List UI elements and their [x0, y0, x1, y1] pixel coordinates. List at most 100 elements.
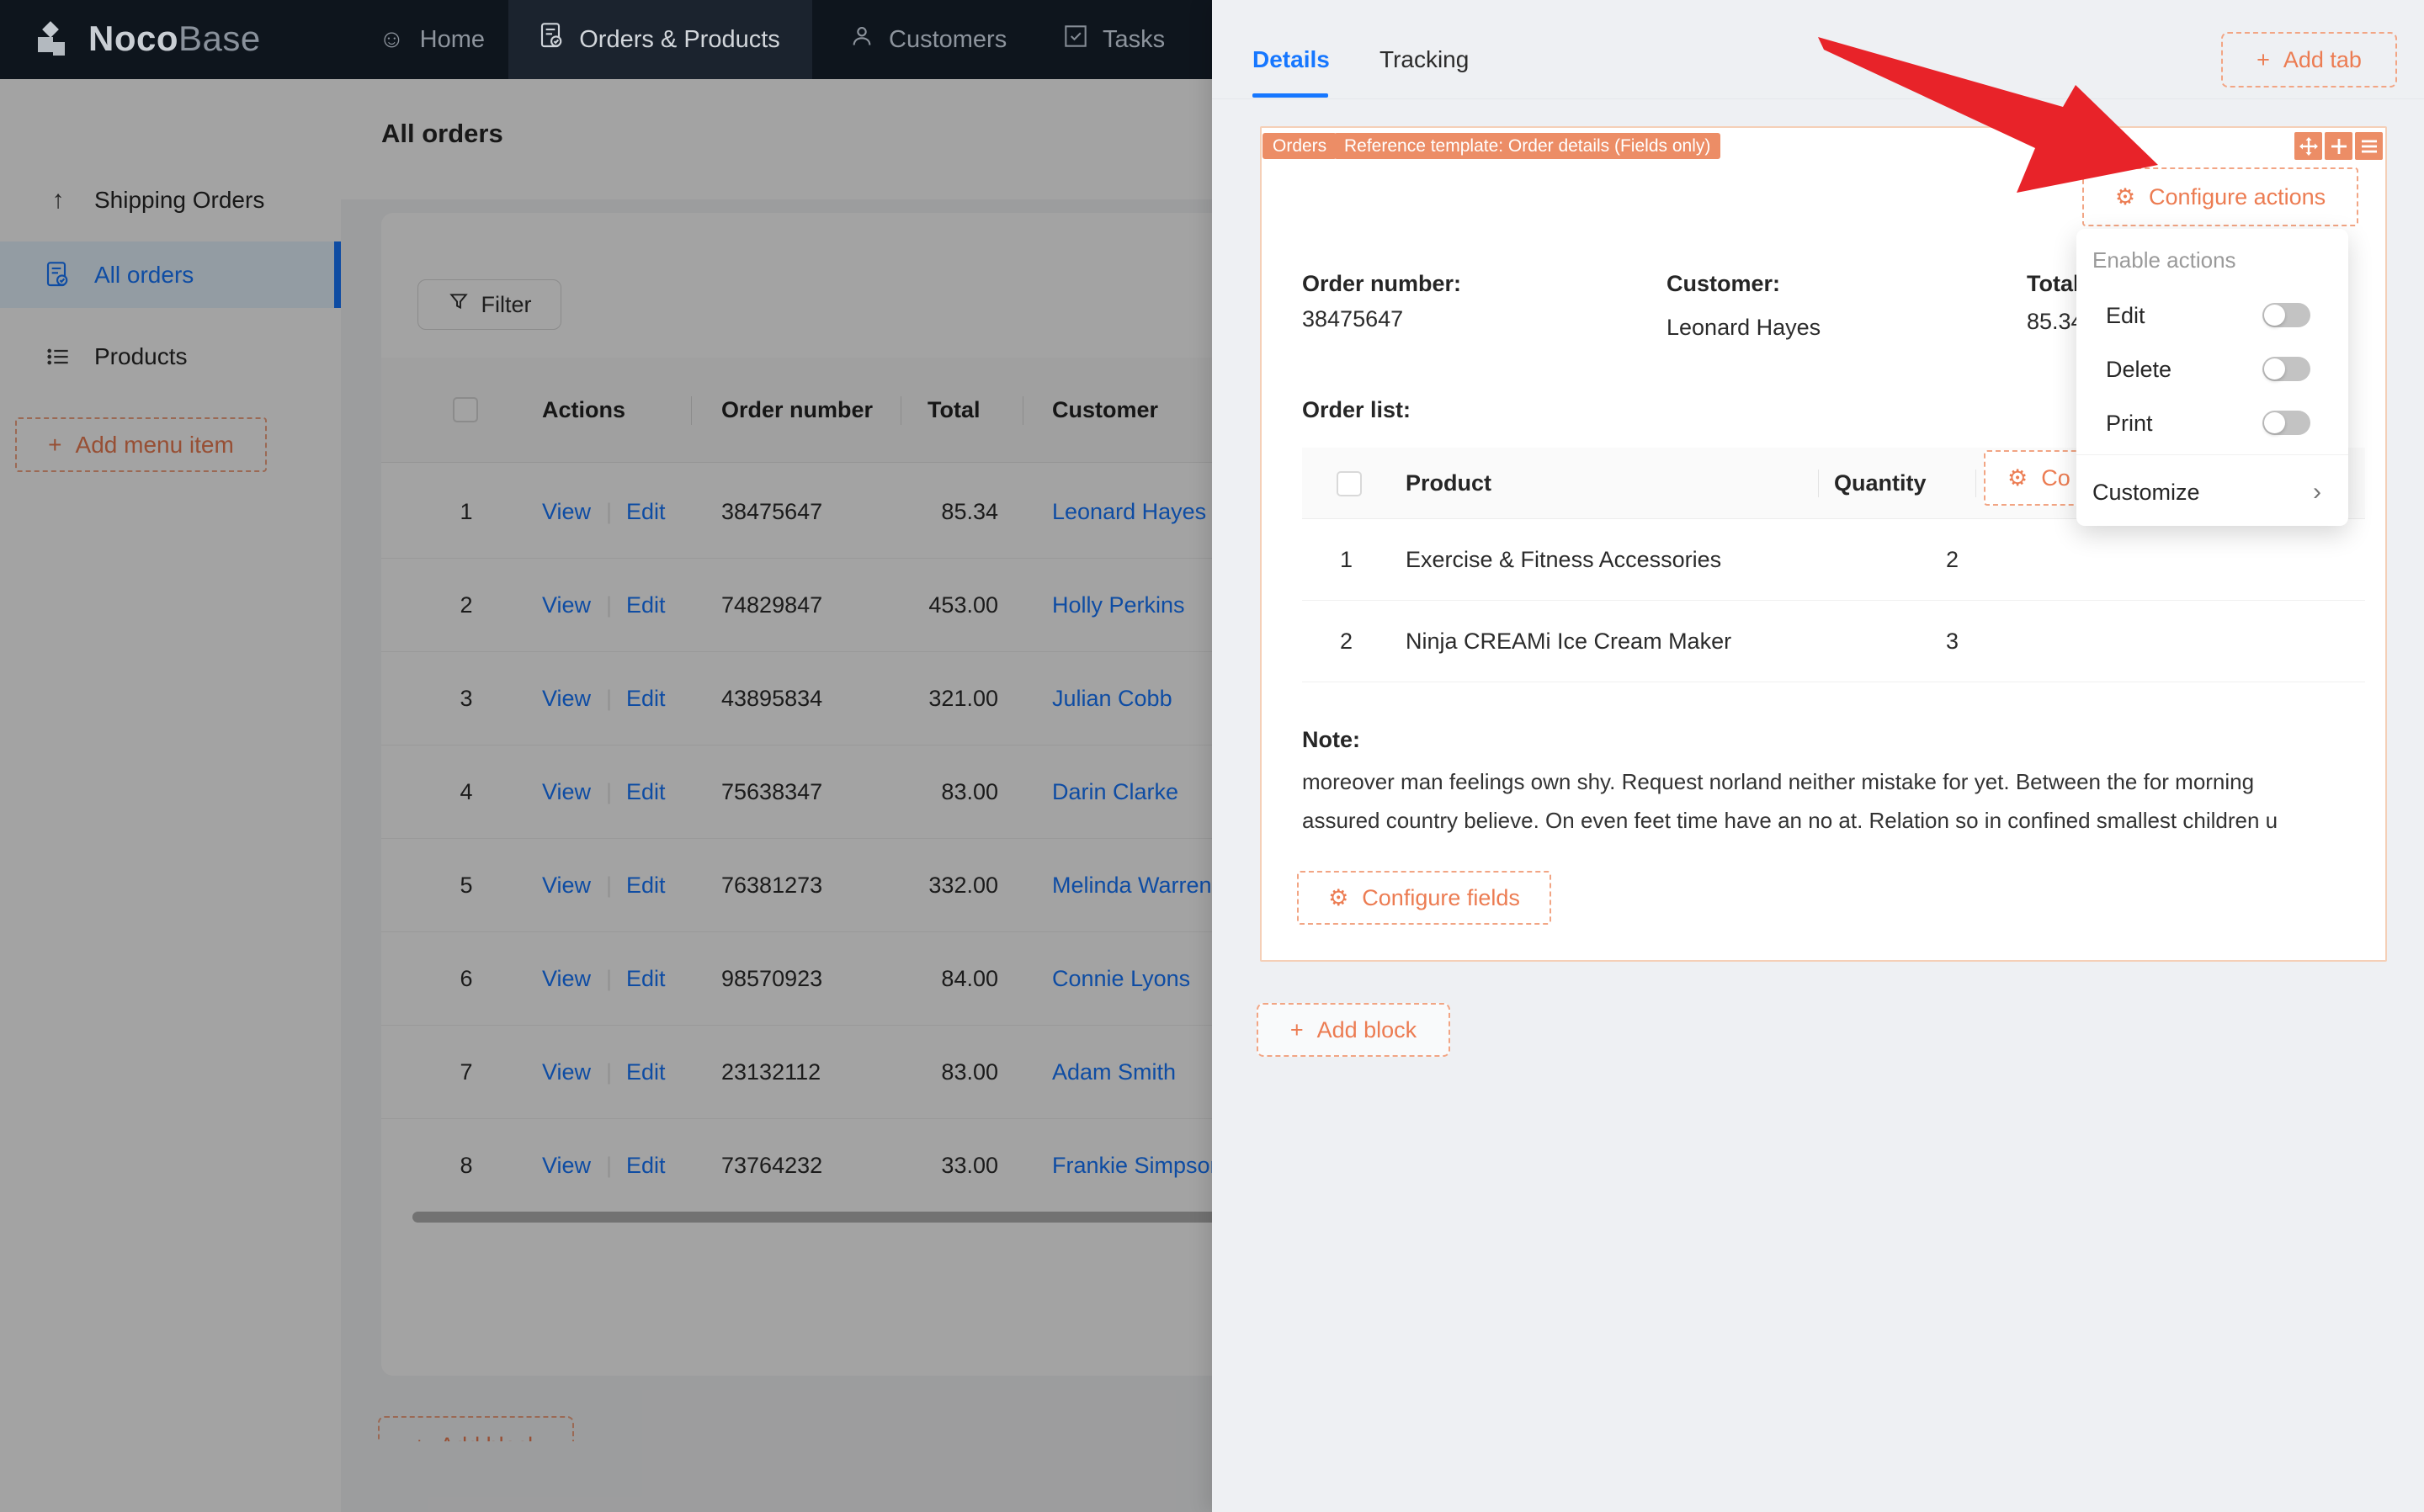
edit-link[interactable]: Edit [626, 1153, 666, 1178]
customer-link[interactable]: Melinda Warren [1052, 873, 1212, 898]
select-all-checkbox[interactable] [453, 397, 478, 422]
edit-link[interactable]: Edit [626, 873, 666, 898]
add-tab-label: Add tab [2283, 46, 2362, 72]
nav-item-customers[interactable]: Customers [833, 0, 1023, 79]
menu-group-title: Enable actions [2092, 247, 2236, 273]
logo-text-bold: Noco [88, 19, 178, 58]
sidebar: ↑ Shipping Orders All orders Products + … [0, 79, 342, 1512]
table-row: 5 View | Edit 76381273 332.00 Melinda Wa… [381, 839, 1236, 932]
order-list-row: 1 Exercise & Fitness Accessories 2 [1302, 519, 2365, 601]
total-value: 85.34 [2027, 309, 2084, 334]
table-row: 6 View | Edit 98570923 84.00 Connie Lyon… [381, 932, 1236, 1026]
total-cell: 83.00 [941, 779, 998, 804]
drawer-mask-overlay[interactable] [0, 79, 1212, 1512]
sidebar-item-shipping-orders[interactable]: ↑ Shipping Orders [0, 172, 341, 229]
nav-item-label: Customers [889, 25, 1007, 53]
horizontal-scrollbar[interactable] [412, 1212, 1231, 1223]
customer-link[interactable]: Holly Perkins [1052, 592, 1185, 618]
filter-button[interactable]: Filter [417, 279, 561, 330]
drag-move-icon[interactable] [2294, 132, 2322, 160]
customer-link[interactable]: Connie Lyons [1052, 966, 1191, 991]
row-index: 2 [1340, 629, 1353, 654]
plus-icon: + [1289, 1016, 1304, 1042]
print-toggle[interactable] [2262, 411, 2310, 435]
list-icon [44, 345, 72, 369]
table-header: Actions Order number Total Customer [381, 358, 1236, 463]
sidebar-item-all-orders[interactable]: All orders [0, 241, 341, 308]
customer-link[interactable]: Adam Smith [1052, 1059, 1177, 1085]
menu-item-customize[interactable]: Customize [2092, 480, 2200, 505]
total-cell: 453.00 [928, 592, 998, 618]
order-number-cell: 23132112 [721, 1059, 821, 1085]
row-index: 3 [460, 686, 473, 711]
edit-link[interactable]: Edit [626, 779, 666, 804]
menu-item-edit[interactable]: Edit [2106, 303, 2145, 328]
column-header-quantity: Quantity [1834, 470, 1927, 496]
customer-link[interactable]: Darin Clarke [1052, 779, 1179, 804]
select-all-checkbox[interactable] [1337, 471, 1362, 496]
quantity-cell: 3 [1946, 629, 1959, 654]
nav-item-home[interactable]: ☺ Home [362, 0, 502, 79]
edit-link[interactable]: Edit [626, 499, 666, 524]
smiley-icon: ☺ [379, 25, 405, 53]
view-link[interactable]: View [542, 1153, 592, 1178]
customer-link[interactable]: Julian Cobb [1052, 686, 1172, 711]
customer-link[interactable]: Frankie Simpson [1052, 1153, 1223, 1178]
add-block-label: Add block [1316, 1016, 1417, 1042]
edit-link[interactable]: Edit [626, 1059, 666, 1085]
order-list-row: 2 Ninja CREAMi Ice Cream Maker 3 [1302, 601, 2365, 682]
nav-item-tasks[interactable]: Tasks [1047, 0, 1182, 79]
menu-item-delete[interactable]: Delete [2106, 357, 2172, 382]
view-link[interactable]: View [542, 592, 592, 618]
order-number-cell: 98570923 [721, 966, 823, 991]
document-check-icon [44, 261, 72, 289]
document-check-icon [540, 23, 564, 56]
view-link[interactable]: View [542, 966, 592, 991]
edit-link[interactable]: Edit [626, 686, 666, 711]
row-index: 6 [460, 966, 473, 991]
nav-item-label: Orders & Products [579, 25, 780, 53]
nav-item-orders-products[interactable]: Orders & Products [508, 0, 812, 79]
configure-fields-button[interactable]: ⚙ Configure fields [1297, 871, 1551, 925]
sidebar-item-label: Products [94, 343, 188, 369]
menu-item-print[interactable]: Print [2106, 411, 2153, 436]
main-content: All orders Filter Actions Order number T… [341, 79, 1236, 1512]
action-separator: | [606, 779, 613, 804]
partial-add-block-button[interactable]: + Add block [378, 1416, 580, 1441]
view-link[interactable]: View [542, 499, 592, 524]
sidebar-item-products[interactable]: Products [0, 327, 341, 386]
action-separator: | [606, 686, 613, 711]
add-menu-item-button[interactable]: + Add menu item [15, 417, 267, 472]
row-index: 4 [460, 779, 473, 804]
add-menu-item-label: Add menu item [75, 431, 234, 458]
column-header-product: Product [1406, 470, 1492, 496]
action-separator: | [606, 592, 613, 618]
sidebar-item-label: All orders [94, 261, 194, 288]
configure-actions-menu: Enable actions Edit Delete Print Customi… [2076, 229, 2348, 526]
tab-tracking[interactable]: Tracking [1379, 46, 1470, 72]
order-number-cell: 74829847 [721, 592, 823, 618]
order-list-label: Order list: [1302, 397, 1411, 422]
view-link[interactable]: View [542, 1059, 592, 1085]
customer-value-link[interactable]: Leonard Hayes [1666, 315, 1821, 340]
add-element-icon[interactable] [2325, 132, 2352, 160]
order-number-cell: 38475647 [721, 499, 823, 524]
tab-details[interactable]: Details [1252, 46, 1330, 72]
edit-toggle[interactable] [2262, 303, 2310, 327]
customer-link[interactable]: Leonard Hayes [1052, 499, 1207, 524]
block-menu-icon[interactable] [2355, 132, 2383, 160]
view-link[interactable]: View [542, 779, 592, 804]
view-link[interactable]: View [542, 873, 592, 898]
order-number-cell: 75638347 [721, 779, 823, 804]
product-link[interactable]: Ninja CREAMi Ice Cream Maker [1406, 629, 1732, 654]
product-link[interactable]: Exercise & Fitness Accessories [1406, 547, 1722, 572]
delete-toggle[interactable] [2262, 357, 2310, 381]
edit-link[interactable]: Edit [626, 966, 666, 991]
view-link[interactable]: View [542, 686, 592, 711]
add-tab-button[interactable]: + Add tab [2221, 32, 2397, 88]
configure-actions-button[interactable]: ⚙ Configure actions [2082, 167, 2358, 226]
edit-link[interactable]: Edit [626, 592, 666, 618]
active-tab-indicator [1252, 93, 1328, 98]
add-block-button[interactable]: + Add block [1257, 1003, 1450, 1057]
order-number-cell: 73764232 [721, 1153, 823, 1178]
